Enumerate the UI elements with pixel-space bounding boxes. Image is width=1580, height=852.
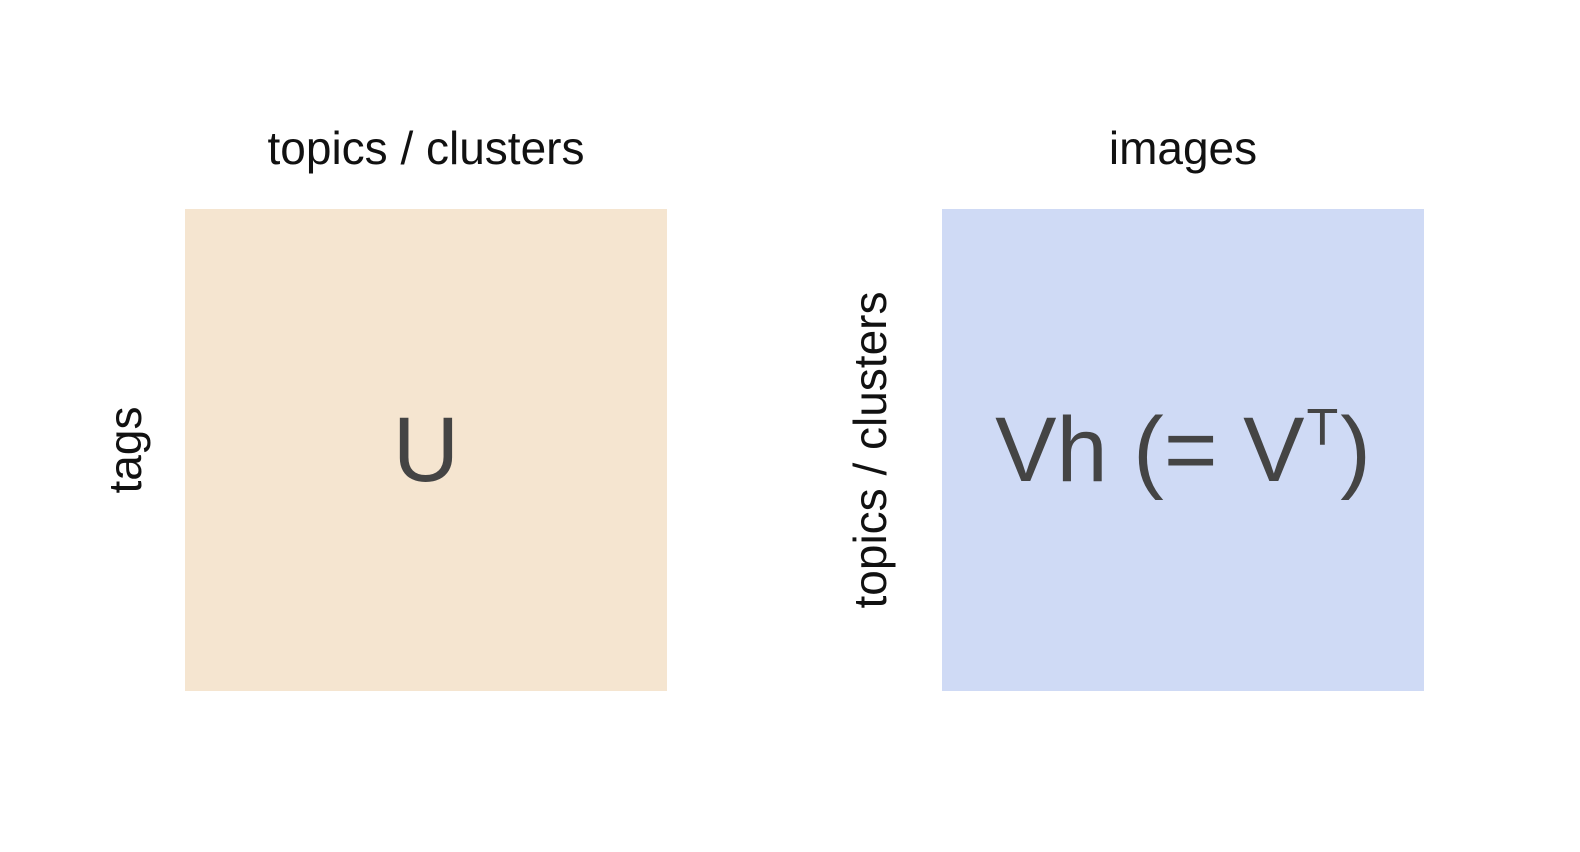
vh-row-label: topics / clusters — [844, 291, 896, 609]
transpose-superscript: T — [1306, 399, 1339, 457]
vh-matrix-symbol: Vh (= VT) — [995, 402, 1371, 496]
u-matrix-block: U — [185, 209, 667, 691]
vh-column-label: images — [1108, 122, 1258, 174]
vh-symbol-close: ) — [1340, 399, 1371, 501]
u-matrix-symbol: U — [392, 399, 460, 501]
vh-symbol-main: Vh (= V — [995, 399, 1305, 501]
vh-matrix-block: Vh (= VT) — [942, 209, 1424, 691]
u-column-label: topics / clusters — [267, 122, 585, 174]
u-row-label: tags — [99, 406, 151, 494]
